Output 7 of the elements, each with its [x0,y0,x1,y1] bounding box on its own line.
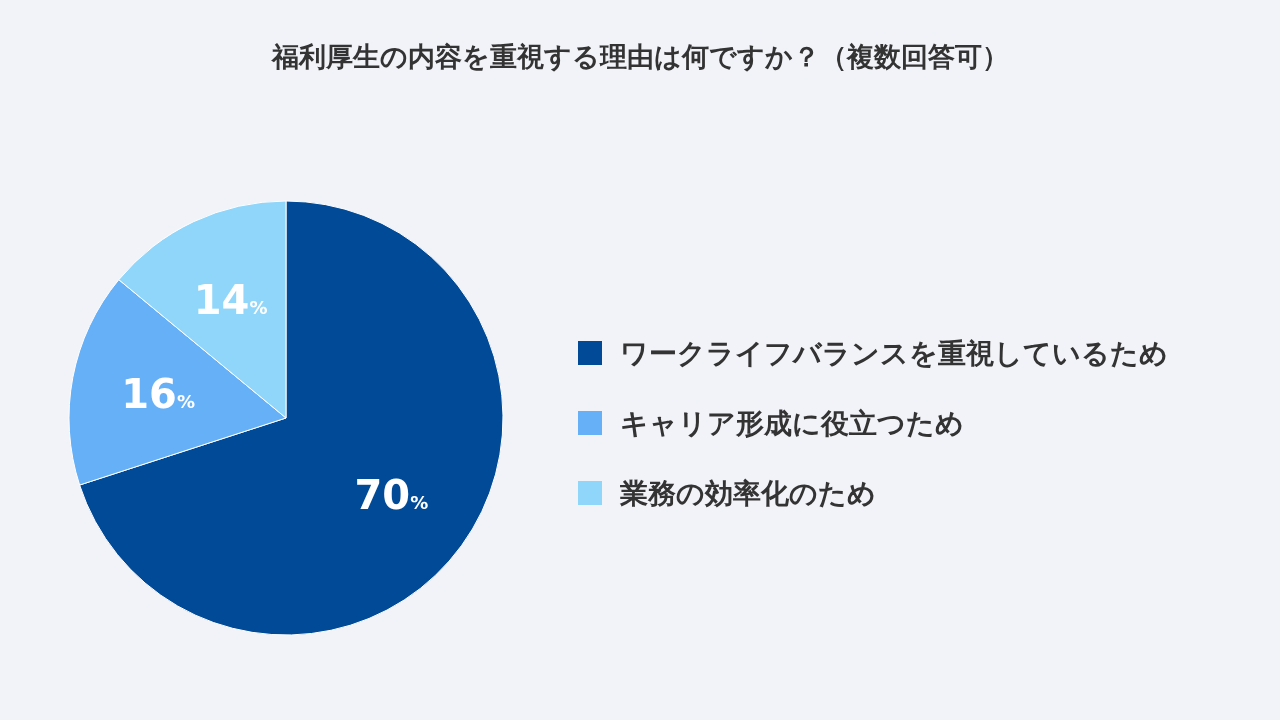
chart-title: 福利厚生の内容を重視する理由は何ですか？（複数回答可） [269,41,1009,72]
legend-label: キャリア形成に役立つため [620,407,964,440]
legend-label: 業務の効率化のため [619,477,876,510]
data-label: 70% [354,471,429,518]
data-label: 16% [121,370,195,417]
legend-label: ワークライフバランスを重視しているため [620,337,1168,370]
data-label: 14% [193,277,268,324]
